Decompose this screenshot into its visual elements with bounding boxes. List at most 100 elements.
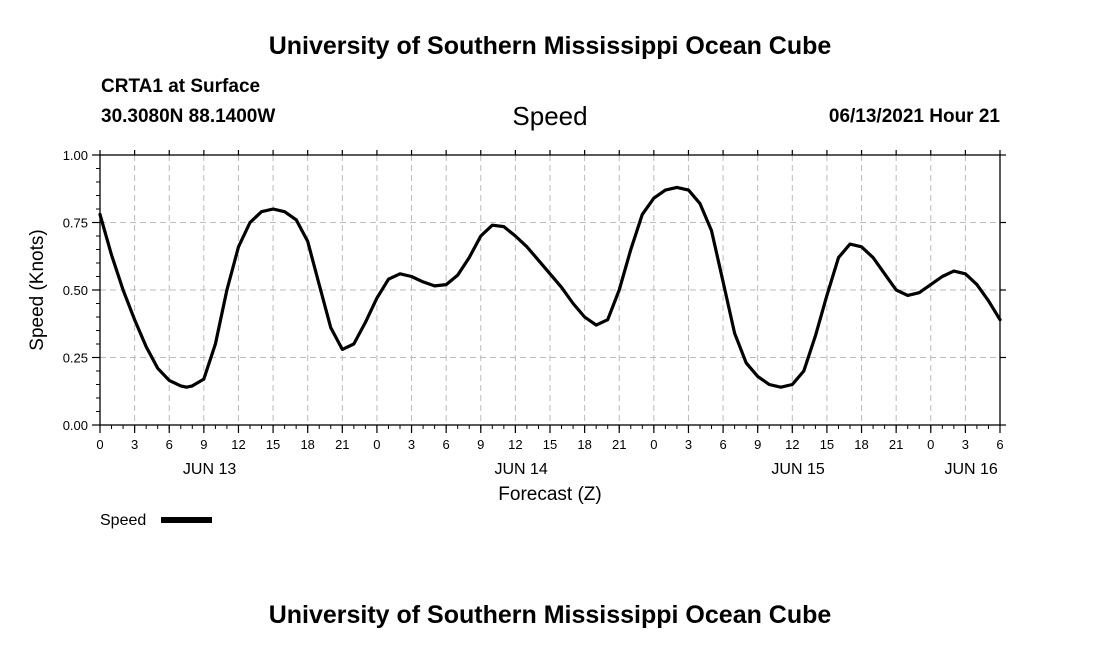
speed-data-point [376, 297, 378, 299]
speed-data-point [503, 225, 505, 227]
speed-data-point [826, 294, 828, 296]
speed-data-point [272, 208, 274, 210]
speed-data-point [226, 289, 228, 291]
speed-data-point [445, 283, 447, 285]
speed-data-point [572, 302, 574, 304]
speed-data-point [653, 197, 655, 199]
speed-data-point [422, 281, 424, 283]
speed-data-point [791, 383, 793, 385]
speed-series-line [98, 185, 1002, 389]
speed-data-point [560, 286, 562, 288]
speed-data-point [353, 343, 355, 345]
speed-data-point [145, 346, 147, 348]
speed-data-point [595, 324, 597, 326]
speed-data-point [976, 283, 978, 285]
x-tick-label: 0 [650, 437, 657, 452]
x-tick-label: 0 [96, 437, 103, 452]
speed-data-point [872, 256, 874, 258]
speed-data-point [953, 270, 955, 272]
speed-data-point [849, 243, 851, 245]
speed-data-point [260, 211, 262, 213]
x-tick-label: 12 [785, 437, 799, 452]
speed-data-point [745, 362, 747, 364]
speed-data-point [630, 248, 632, 250]
y-tick-label: 1.00 [63, 148, 88, 163]
legend-label: Speed [100, 512, 146, 529]
x-tick-label: 15 [820, 437, 834, 452]
speed-data-point [433, 285, 435, 287]
x-date-label: JUN 15 [771, 461, 824, 478]
speed-data-point [687, 189, 689, 191]
speed-data-point [214, 343, 216, 345]
speed-data-point [514, 235, 516, 237]
speed-data-point [941, 275, 943, 277]
speed-data-point [191, 385, 193, 387]
speed-data-point [203, 378, 205, 380]
speed-data-point [133, 319, 135, 321]
x-tick-label: 12 [231, 437, 245, 452]
speed-data-point [122, 289, 124, 291]
station-name: CRTA1 at Surface [101, 76, 261, 97]
speed-data-point [676, 186, 678, 188]
speed-data-point [341, 348, 343, 350]
y-tick-label: 0.25 [63, 351, 88, 366]
x-tick-label: 15 [543, 437, 557, 452]
speed-data-point [814, 335, 816, 337]
speed-data-point [99, 213, 101, 215]
speed-data-point [249, 221, 251, 223]
speed-data-point [330, 327, 332, 329]
x-date-label: JUN 16 [944, 461, 997, 478]
speed-data-point [837, 256, 839, 258]
x-tick-label: 9 [477, 437, 484, 452]
speed-data-point [860, 246, 862, 248]
speed-data-point [918, 292, 920, 294]
speed-data-point [168, 379, 170, 381]
speed-data-point [641, 213, 643, 215]
chart-title: Speed [512, 101, 588, 131]
axis-ticks [92, 150, 1006, 433]
speed-data-point [526, 246, 528, 248]
speed-data-point [307, 240, 309, 242]
speed-data-point [803, 370, 805, 372]
speed-data-point [607, 319, 609, 321]
x-tick-label: 3 [962, 437, 969, 452]
speed-data-point [468, 256, 470, 258]
speed-data-point [964, 273, 966, 275]
x-tick-label: 18 [300, 437, 314, 452]
x-tick-label: 18 [854, 437, 868, 452]
speed-data-point [491, 224, 493, 226]
speed-data-point [237, 246, 239, 248]
y-axis-title: Speed (Knots) [27, 229, 48, 350]
x-tick-label: 21 [889, 437, 903, 452]
x-tick-label: 9 [754, 437, 761, 452]
speed-data-point [583, 316, 585, 318]
x-tick-label: 21 [335, 437, 349, 452]
speed-data-point [410, 275, 412, 277]
y-tick-label: 0.50 [63, 283, 88, 298]
x-tick-label: 21 [612, 437, 626, 452]
axis-labels: 0.00 0.25 0.50 0.75 1.00 0 3 6 9 12 15 18 21 0 3 6 9 12 15… [63, 148, 1004, 478]
speed-data-point [757, 375, 759, 377]
speed-data-point [710, 229, 712, 231]
y-tick-label: 0.00 [63, 418, 88, 433]
x-tick-label: 3 [408, 437, 415, 452]
speed-data-point [180, 385, 182, 387]
speed-data-point [399, 273, 401, 275]
x-axis-title: Forecast (Z) [498, 484, 601, 505]
x-tick-label: 3 [131, 437, 138, 452]
x-tick-label: 6 [719, 437, 726, 452]
x-tick-label: 0 [373, 437, 380, 452]
forecast-issue-time: 06/13/2021 Hour 21 [828, 106, 1000, 127]
legend: Speed [100, 512, 212, 529]
speed-data-point [457, 274, 459, 276]
speed-data-point [110, 254, 112, 256]
speed-data-point [999, 319, 1001, 321]
y-tick-label: 0.75 [63, 216, 88, 231]
x-date-label: JUN 14 [494, 461, 547, 478]
speed-data-point [780, 386, 782, 388]
speed-data-point [318, 283, 320, 285]
x-tick-label: 6 [443, 437, 450, 452]
speed-data-point [907, 294, 909, 296]
speed-data-point [930, 283, 932, 285]
